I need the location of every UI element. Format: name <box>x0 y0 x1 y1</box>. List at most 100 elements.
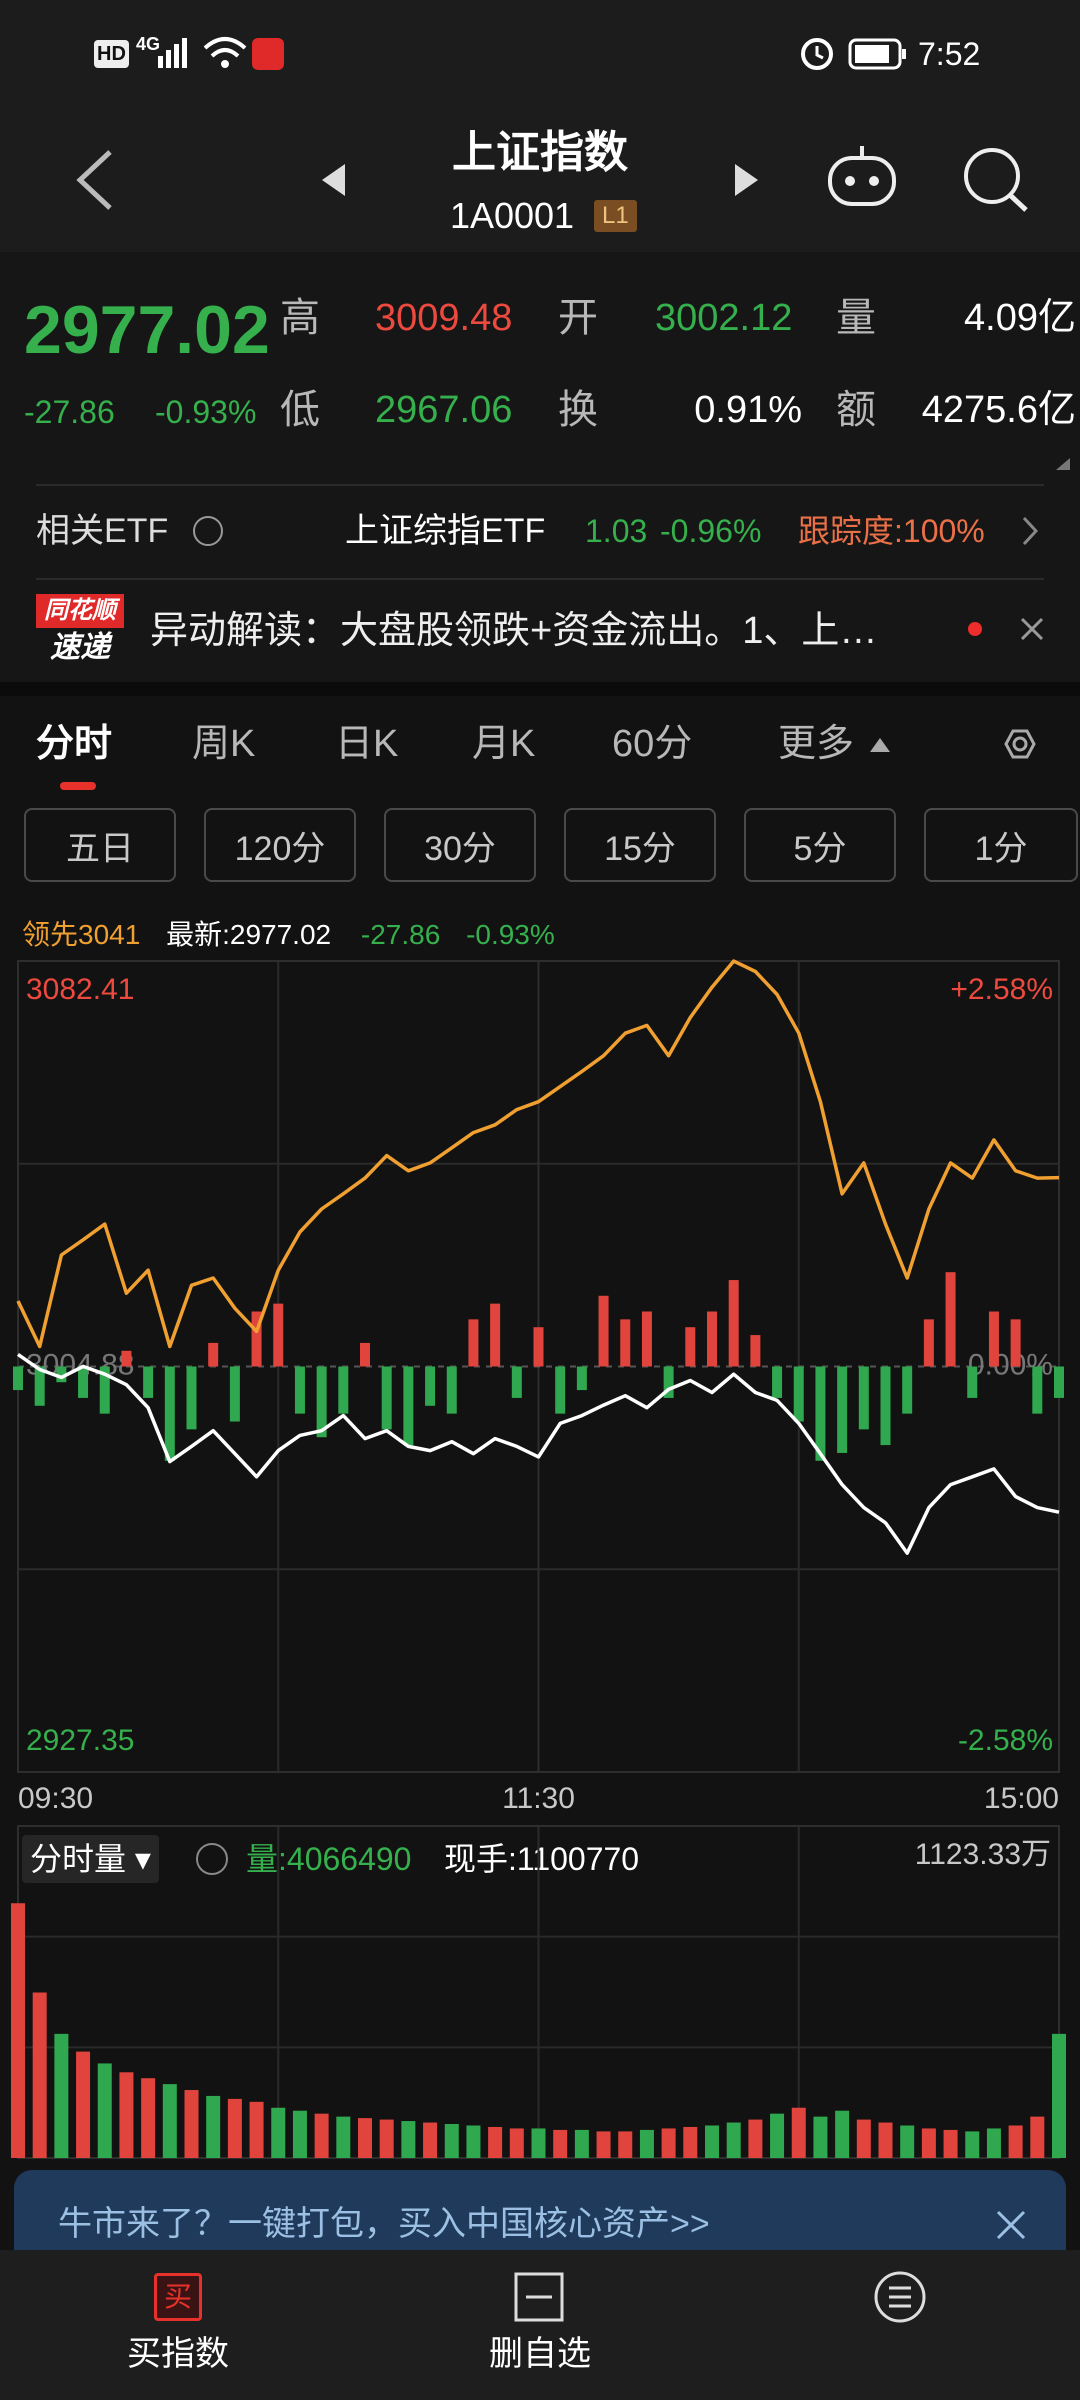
volume-bar <box>401 2121 416 2158</box>
x-tick-label: 15:00 <box>984 1782 1059 1815</box>
strength-bar <box>620 1319 631 1367</box>
tab[interactable]: 月K <box>472 723 536 765</box>
volume-bar <box>162 2084 177 2158</box>
etf-change: -0.96% <box>660 513 762 549</box>
strength-bar <box>403 1366 414 1446</box>
strength-bar <box>338 1366 349 1414</box>
volume-bar <box>531 2128 546 2158</box>
legend-value: 3041 <box>78 919 141 950</box>
volume-bar <box>314 2113 329 2158</box>
volume-bar <box>618 2131 633 2158</box>
tab[interactable]: 60分 <box>612 723 693 765</box>
volume-bar <box>986 2128 1001 2158</box>
strength-bar <box>772 1366 783 1398</box>
volume-bar <box>76 2051 91 2158</box>
y2-tick-label: +2.58% <box>950 973 1053 1006</box>
volume-bar <box>466 2125 481 2158</box>
change: -27.86 <box>24 394 115 430</box>
volume-bar <box>639 2129 654 2158</box>
legend-name: 最新: <box>166 919 230 950</box>
strength-bar <box>967 1366 978 1398</box>
legend-change: -27.86 <box>360 919 441 950</box>
network: 4G <box>136 34 161 54</box>
strength-bar <box>99 1366 110 1414</box>
settings[interactable] <box>1004 729 1036 759</box>
banner[interactable] <box>14 2170 1066 2260</box>
field-value: 3002.12 <box>655 297 793 339</box>
strength-bar <box>923 1319 934 1367</box>
strength-bar <box>988 1311 999 1367</box>
etf-name[interactable]: 上证综指ETF <box>345 512 546 550</box>
nav-label[interactable]: 删自选 <box>489 2335 591 2373</box>
strength-bar <box>186 1366 197 1430</box>
news-dot <box>968 622 982 636</box>
strength-bar <box>381 1366 392 1430</box>
volume-bar <box>770 2113 785 2158</box>
sub-tab[interactable]: 30分 <box>384 808 536 882</box>
strength-bar <box>208 1342 219 1367</box>
strength-bar <box>598 1295 609 1367</box>
sub-tab[interactable]: 五日 <box>24 808 176 882</box>
sub-tab[interactable]: 120分 <box>204 808 356 882</box>
y2-tick-label: -2.58% <box>958 1724 1053 1757</box>
volume-bar <box>1008 2125 1023 2158</box>
field-label: 开 <box>558 296 598 340</box>
volume-bar <box>705 2125 719 2158</box>
volume-bar <box>856 2119 871 2158</box>
volume-bar <box>379 2119 394 2158</box>
nav-icon[interactable]: 买 <box>154 2273 202 2321</box>
volume-bar <box>488 2126 503 2158</box>
volume-title[interactable]: 分时量 ▾ <box>22 1835 159 1883</box>
volume-bar <box>184 2090 199 2158</box>
field-value: 4.09亿 <box>964 297 1076 339</box>
tab[interactable]: 日K <box>335 723 399 765</box>
help-icon[interactable] <box>193 516 223 546</box>
x-tick-label: 09:30 <box>18 1782 93 1815</box>
legend: 领先3041 最新:2977.02 -27.86 -0.93% <box>22 921 555 949</box>
tab[interactable]: 更多 <box>778 723 855 765</box>
news-text[interactable]: 异动解读：大盘股领跌+资金流出。1、上… <box>150 610 878 652</box>
banner-text[interactable]: 牛市来了？一键打包，买入中国核心资产>> <box>58 2205 710 2243</box>
volume-bar <box>921 2128 936 2158</box>
field-value: 2967.06 <box>375 389 513 431</box>
volume-bar <box>683 2126 698 2158</box>
strength-bar <box>837 1366 848 1453</box>
sub-tab[interactable]: 15分 <box>564 808 716 882</box>
sub-tab[interactable]: 1分 <box>924 808 1078 882</box>
y-tick-label: 3082.41 <box>26 973 134 1006</box>
volume-bar <box>32 1992 47 2158</box>
volume-bar <box>596 2131 611 2158</box>
volume-bar <box>97 2063 112 2158</box>
legend-name: 领先 <box>22 919 79 950</box>
volume-bar <box>444 2124 459 2158</box>
strength-bar <box>728 1280 739 1367</box>
help-icon[interactable] <box>196 1843 228 1875</box>
strength-bar <box>273 1303 284 1367</box>
strength-bar <box>34 1366 45 1406</box>
tab[interactable]: 分时 <box>36 723 113 765</box>
strength-bar <box>425 1366 436 1406</box>
strength-bar <box>533 1327 544 1367</box>
level-badge: L1 <box>594 200 637 232</box>
x-tick-label: 11:30 <box>502 1782 575 1815</box>
strength-bar <box>685 1327 696 1367</box>
tab[interactable]: 周K <box>192 723 256 765</box>
news-badge-top: 同花顺 <box>36 594 124 628</box>
sub-tab[interactable]: 5分 <box>744 808 896 882</box>
etf-label: 相关ETF <box>36 512 169 550</box>
strength-bar <box>1054 1366 1064 1398</box>
volume-bar <box>813 2116 828 2158</box>
strength-bar <box>945 1272 956 1367</box>
strength-bar <box>360 1342 370 1367</box>
price: 2977.02 <box>24 292 270 368</box>
y-tick-label: 2927.35 <box>26 1724 134 1757</box>
nav-label[interactable]: 买指数 <box>127 2335 229 2373</box>
volume-bar <box>1030 2116 1045 2158</box>
volume-bar <box>141 2078 156 2158</box>
strength-bar <box>880 1366 891 1446</box>
volume-bar <box>900 2125 915 2158</box>
series-line <box>16 959 1060 1349</box>
strength-bar <box>511 1366 522 1398</box>
strength-bar <box>164 1366 175 1461</box>
